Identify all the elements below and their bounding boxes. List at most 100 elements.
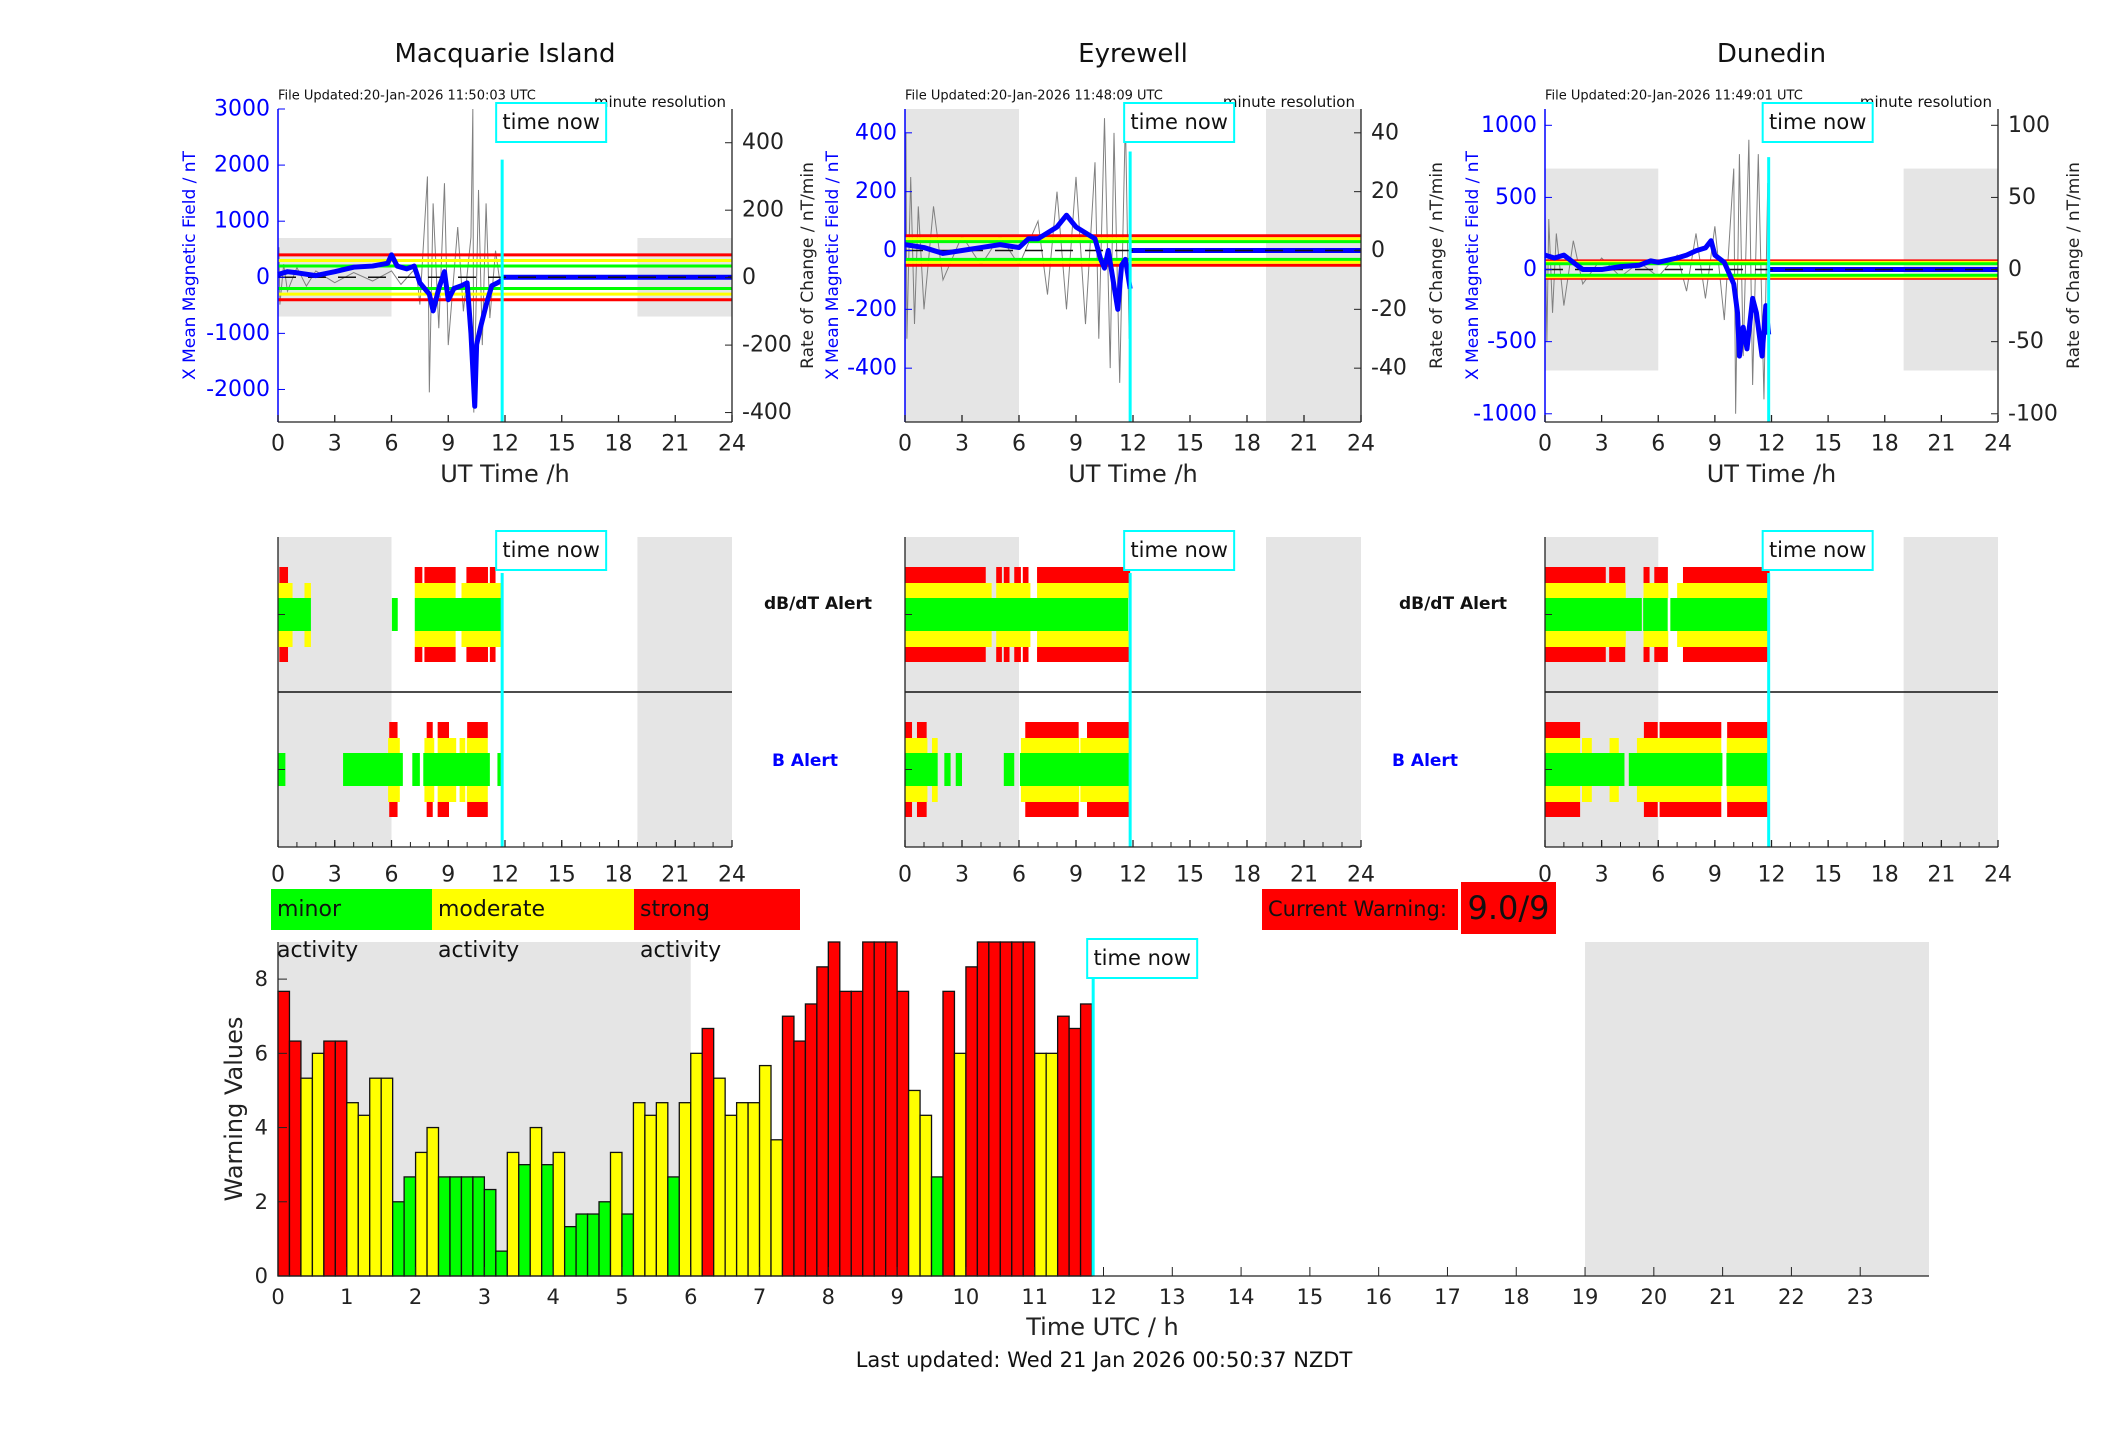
time-now-box bbox=[1123, 530, 1236, 571]
magnetic-field-trace bbox=[904, 212, 1133, 312]
b-alert-moderate-segment bbox=[905, 786, 928, 802]
y-tick-label-right: 0 bbox=[2008, 257, 2022, 282]
y-tick-label-left: -1000 bbox=[206, 321, 270, 346]
dbdt-alert-moderate-segment bbox=[1037, 631, 1131, 647]
x-tick-label: 18 bbox=[1233, 863, 1261, 888]
warning-bar bbox=[862, 941, 875, 1277]
x-tick-label: 6 bbox=[1651, 863, 1665, 888]
x-tick-label: 6 bbox=[1651, 432, 1665, 457]
magnetic-field-trace bbox=[1544, 238, 1772, 359]
warning-bar bbox=[1022, 941, 1036, 1277]
y-tick-label-right: 200 bbox=[742, 198, 784, 223]
x-tick-label: 3 bbox=[1595, 432, 1609, 457]
time-now-label: time now bbox=[1093, 946, 1190, 970]
y-tick-label-right: 100 bbox=[2008, 113, 2050, 138]
warning-bar bbox=[690, 1052, 703, 1277]
b-alert-minor-segment bbox=[955, 753, 962, 786]
current-warning-label: Current Warning: bbox=[1262, 889, 1458, 930]
warning-bar bbox=[426, 1126, 440, 1277]
file-updated-text: File Updated:20-Jan-2026 11:48:09 UTC bbox=[905, 89, 1163, 104]
x-tick-label: 1 bbox=[340, 1285, 353, 1309]
b-alert-moderate-segment bbox=[905, 738, 928, 753]
dbdt-alert-strong-segment bbox=[1545, 567, 1606, 583]
warning-bar bbox=[793, 1040, 807, 1277]
x-tick-label: 15 bbox=[1814, 432, 1842, 457]
x-tick-label: 21 bbox=[1927, 863, 1955, 888]
dbdt-alert-strong-segment bbox=[414, 567, 423, 583]
b-alert-moderate-segment bbox=[466, 786, 488, 802]
warning-bar bbox=[1034, 1052, 1047, 1277]
warning-bar bbox=[965, 966, 979, 1277]
dbdt-alert-moderate-segment bbox=[1643, 583, 1669, 598]
b-alert-moderate-segment bbox=[1726, 738, 1770, 753]
warning-bar bbox=[552, 1151, 566, 1277]
station-title: Eyrewell bbox=[1078, 39, 1188, 69]
dbdt-alert-strong-segment bbox=[996, 567, 1002, 583]
b-alert-moderate-segment bbox=[388, 786, 400, 802]
b-alert-moderate-segment bbox=[1020, 786, 1080, 802]
dbdt-alert-strong-segment bbox=[1545, 647, 1606, 662]
x-axis-label: UT Time /h bbox=[1707, 460, 1837, 488]
x-tick-label: 6 bbox=[385, 432, 399, 457]
x-tick-label: 0 bbox=[271, 1285, 284, 1309]
x-axis-label: Time UTC / h bbox=[1025, 1313, 1179, 1341]
warning-bar bbox=[655, 1102, 669, 1277]
x-tick-label: 18 bbox=[1871, 863, 1899, 888]
b-alert-label: B Alert bbox=[772, 751, 838, 771]
dbdt-alert-moderate-segment bbox=[278, 631, 293, 647]
warning-bar bbox=[357, 1114, 371, 1277]
warning-bar bbox=[919, 1114, 933, 1277]
x-tick-label: 6 bbox=[1012, 863, 1026, 888]
warning-bar bbox=[529, 1126, 543, 1277]
magnetic-field-trace bbox=[277, 252, 504, 409]
y-tick-label-left: 400 bbox=[855, 120, 897, 145]
dbdt-alert-strong-segment bbox=[996, 647, 1002, 662]
x-tick-label: 15 bbox=[548, 863, 576, 888]
dbdt-alert-strong-segment bbox=[466, 647, 488, 662]
y-tick-label-left: 0 bbox=[256, 265, 270, 290]
warning-bar bbox=[896, 990, 910, 1277]
warning-bar bbox=[311, 1052, 325, 1277]
y-tick-label-left: 0 bbox=[883, 238, 897, 263]
y-tick-label-left: -400 bbox=[847, 356, 897, 381]
x-tick-label: 18 bbox=[1871, 432, 1899, 457]
dbdt-alert-strong-segment bbox=[1022, 567, 1029, 583]
x-tick-label: 15 bbox=[548, 432, 576, 457]
x-tick-label: 6 bbox=[385, 863, 399, 888]
y-tick-label-right: -400 bbox=[742, 400, 792, 425]
b-alert-moderate-segment bbox=[466, 738, 488, 753]
b-alert-minor-segment bbox=[1019, 753, 1131, 786]
y-axis-label: Warning Values bbox=[220, 1017, 248, 1202]
b-alert-strong-segment bbox=[916, 802, 927, 817]
x-tick-label: 24 bbox=[1347, 432, 1375, 457]
b-alert-strong-segment bbox=[905, 722, 913, 738]
time-now-box bbox=[495, 530, 608, 571]
dbdt-alert-strong-segment bbox=[466, 567, 488, 583]
warning-bar bbox=[369, 1077, 382, 1277]
warning-bar bbox=[930, 1176, 944, 1277]
warning-bar bbox=[598, 1201, 612, 1277]
dbdt-alert-strong-segment bbox=[1643, 647, 1650, 662]
dbdt-alert-strong-segment bbox=[424, 567, 456, 583]
b-alert-strong-segment bbox=[1087, 802, 1131, 817]
x-tick-label: 3 bbox=[328, 432, 342, 457]
warning-bar bbox=[414, 1151, 428, 1277]
legend-minor-activity: minor activity bbox=[271, 889, 432, 963]
rate-of-change-trace bbox=[904, 118, 1130, 383]
resolution-text: minute resolution bbox=[1223, 93, 1355, 111]
b-alert-strong-segment bbox=[467, 722, 488, 738]
warning-bar bbox=[678, 1102, 692, 1277]
y-tick-label-left: -200 bbox=[847, 297, 897, 322]
b-alert-moderate-segment bbox=[1609, 738, 1619, 753]
time-now-label: time now bbox=[1769, 110, 1866, 134]
dbdt-alert-minor-segment bbox=[905, 598, 1129, 631]
x-tick-label: 19 bbox=[1572, 1285, 1599, 1309]
warning-bar bbox=[346, 1102, 359, 1277]
x-tick-label: 4 bbox=[546, 1285, 559, 1309]
x-tick-label: 18 bbox=[1233, 432, 1261, 457]
warning-bar bbox=[839, 990, 852, 1277]
warning-bar bbox=[541, 1164, 554, 1277]
b-alert-minor-segment bbox=[1628, 753, 1723, 786]
dbdt-alert-strong-segment bbox=[1654, 647, 1668, 662]
